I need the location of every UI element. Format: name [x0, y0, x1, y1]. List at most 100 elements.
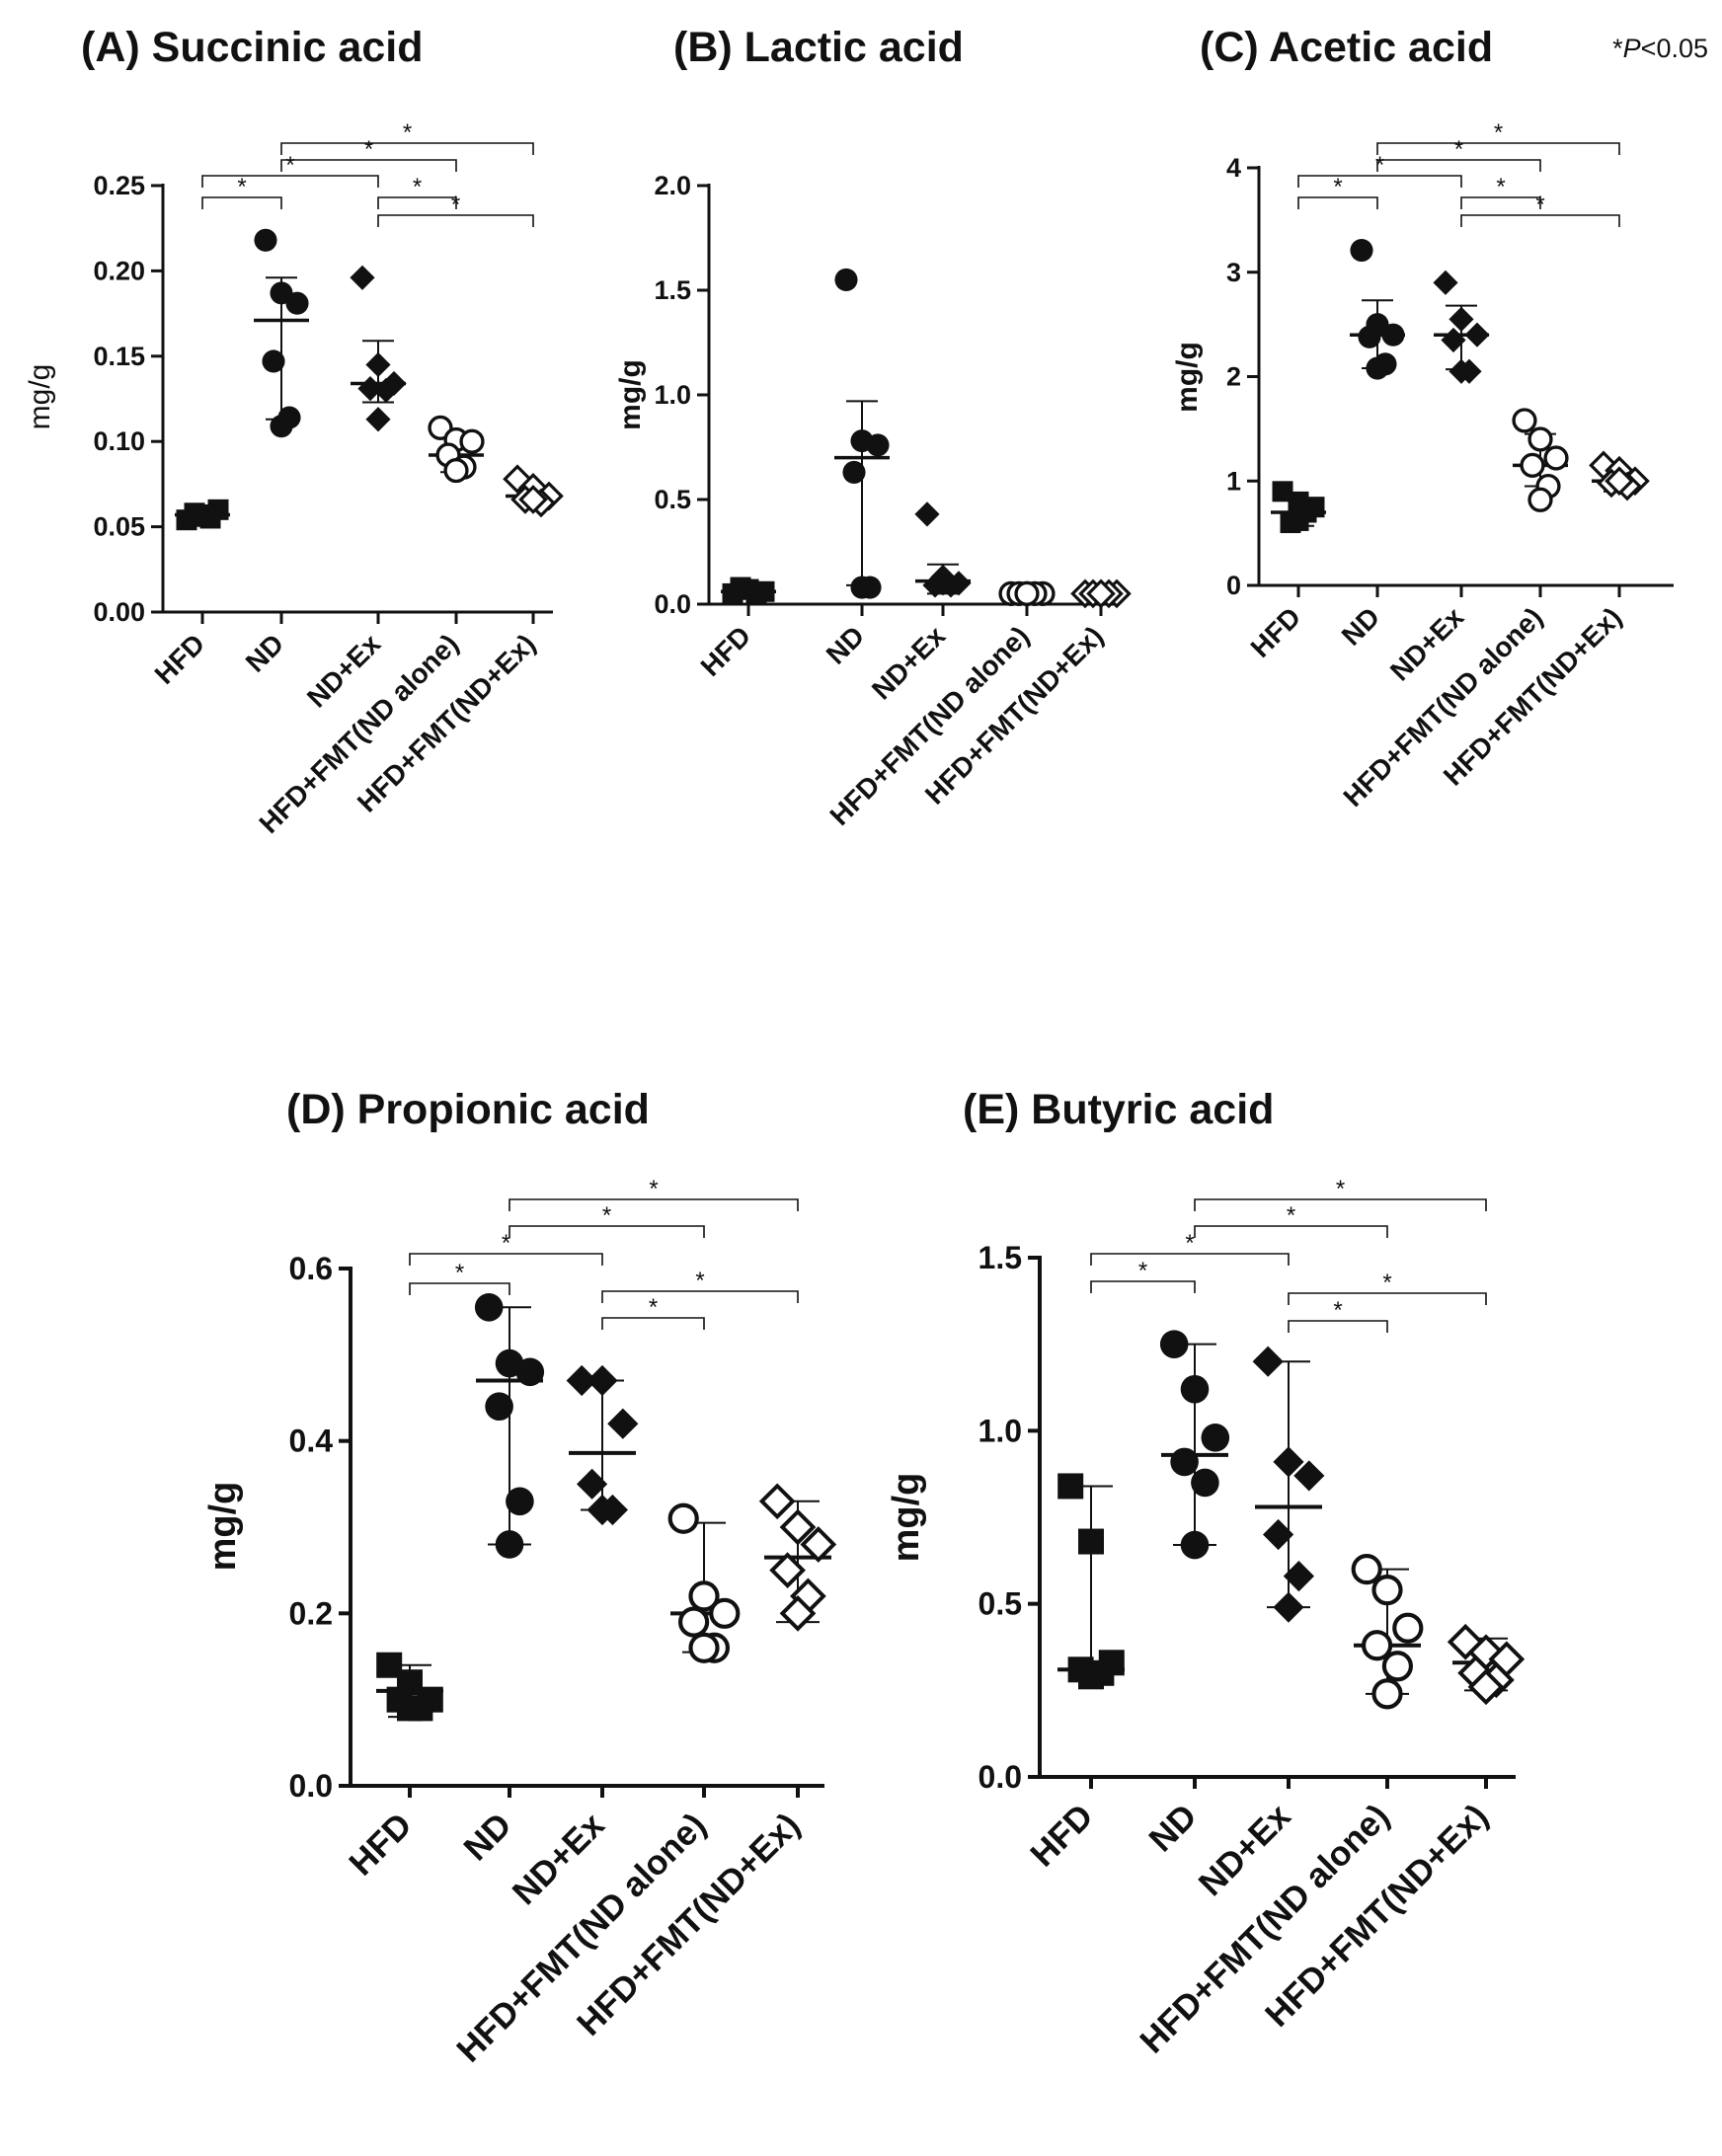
data-point [1354, 1556, 1380, 1582]
significance-star: * [455, 1260, 464, 1286]
series-3 [1354, 1556, 1422, 1707]
series-2 [567, 1365, 639, 1525]
y-tick-label: 0.20 [93, 256, 145, 285]
data-point [475, 1293, 504, 1322]
data-point [1514, 410, 1535, 431]
significance-star: * [1333, 1297, 1342, 1324]
significance-bracket: * [1377, 136, 1540, 172]
significance-star: * [1454, 136, 1463, 163]
series-0 [721, 578, 776, 604]
data-point [285, 292, 308, 315]
data-point [350, 266, 374, 290]
significance-bracket: * [1195, 1202, 1387, 1238]
significance-bracket: * [602, 1268, 798, 1303]
significance-star: * [1333, 174, 1342, 200]
x-tick-label: HFD [342, 1806, 419, 1883]
x-tick-label: HFD [1023, 1797, 1100, 1874]
significance-bracket: * [1091, 1258, 1195, 1293]
y-tick-label: 0.4 [289, 1424, 334, 1459]
data-point [1433, 270, 1457, 295]
data-point [1448, 307, 1473, 332]
data-point [1202, 1424, 1230, 1452]
series-1 [834, 269, 890, 599]
data-point [914, 501, 939, 526]
significance-bracket: * [509, 1202, 704, 1238]
significance-bracket: * [202, 152, 378, 188]
y-axis-label: mg/g [614, 359, 647, 430]
y-tick-label: 0.6 [289, 1251, 333, 1286]
series-3 [429, 417, 484, 481]
data-point [762, 1486, 793, 1516]
significance-bracket: * [281, 136, 456, 172]
series-3 [670, 1505, 739, 1661]
y-tick-label: 0 [1226, 571, 1241, 600]
chart-title: (C) Acetic acid [1200, 24, 1493, 71]
data-point [587, 1365, 617, 1396]
y-axis-label: mg/g [24, 364, 56, 430]
series-0 [376, 1653, 443, 1722]
data-point [1529, 428, 1551, 450]
y-tick-label: 1.0 [978, 1413, 1022, 1448]
y-tick-label: 3 [1226, 258, 1241, 287]
significance-bracket: * [410, 1260, 509, 1295]
significance-star: * [695, 1268, 704, 1294]
series-3 [1513, 410, 1568, 510]
data-point [1545, 447, 1567, 469]
panel-d: (D) Propionic acid0.00.20.40.6mg/gHFD NDN… [202, 1086, 833, 2070]
significance-bracket: * [1195, 1176, 1486, 1211]
series-2 [914, 501, 971, 597]
data-point [739, 579, 759, 600]
significance-star: * [451, 192, 460, 218]
y-tick-label: 0.5 [654, 485, 691, 514]
data-point [1181, 1375, 1210, 1404]
data-point [262, 349, 284, 372]
data-point [1373, 1577, 1400, 1603]
significance-bracket: * [1377, 119, 1619, 155]
series-4 [1450, 1627, 1523, 1703]
y-tick-label: 0.25 [93, 171, 145, 200]
data-point [842, 461, 865, 484]
significance-star: * [1138, 1258, 1147, 1284]
data-point [1381, 324, 1404, 346]
y-tick-label: 0.2 [289, 1595, 333, 1631]
significance-star: * [649, 1294, 658, 1321]
y-axis-label: mg/g [886, 1473, 927, 1563]
x-tick-label: ND [240, 628, 290, 678]
data-point [365, 352, 390, 377]
y-tick-label: 0.0 [654, 589, 691, 619]
chart-title: (B) Lactic acid [673, 24, 964, 71]
data-point [1522, 454, 1543, 476]
panel-b: (B) Lactic acid0.00.51.01.52.0mg/gHFD NDN… [614, 24, 1130, 831]
significance-star: * [649, 1176, 658, 1202]
data-point [1170, 1448, 1199, 1477]
data-point [1078, 1529, 1104, 1555]
y-tick-label: 1 [1226, 466, 1241, 496]
y-tick-label: 4 [1226, 153, 1241, 183]
significance-bracket: * [1298, 152, 1461, 188]
data-point [1373, 1680, 1400, 1707]
y-tick-label: 0.0 [978, 1759, 1022, 1795]
data-point [1181, 1531, 1210, 1560]
series-0 [1057, 1473, 1125, 1689]
series-0 [1271, 481, 1326, 533]
y-tick-label: 1.5 [654, 275, 691, 305]
series-3 [999, 582, 1055, 604]
series-2 [1253, 1347, 1325, 1623]
significance-bracket: * [378, 174, 456, 209]
chart-title: (D) Propionic acid [286, 1086, 650, 1133]
data-point [1350, 239, 1372, 262]
significance-star: * [1185, 1230, 1194, 1257]
significance-bracket: * [202, 174, 281, 209]
x-tick-label: ND [1141, 1797, 1204, 1859]
data-point [690, 1635, 717, 1661]
significance-star: * [1535, 192, 1544, 218]
series-0 [175, 500, 230, 530]
series-2 [1433, 270, 1489, 384]
significance-star: * [413, 174, 422, 200]
significance-star: * [1494, 119, 1503, 146]
data-point [1253, 1347, 1284, 1377]
data-point [1057, 1473, 1083, 1499]
series-4 [505, 467, 561, 515]
series-1 [475, 1293, 544, 1559]
